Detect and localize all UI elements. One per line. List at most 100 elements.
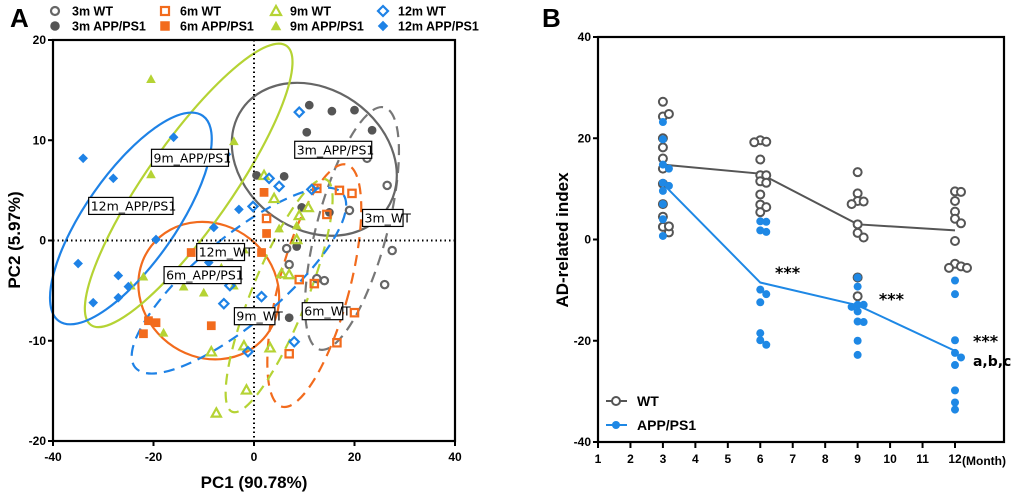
data-point <box>853 336 862 345</box>
legend-item-label: 6m APP/PS1 <box>180 20 254 34</box>
data-point <box>852 227 863 238</box>
x-tick-label: 5 <box>724 452 731 466</box>
data-point <box>319 275 330 286</box>
data-point <box>255 290 268 303</box>
data-point <box>755 170 766 181</box>
data-point <box>332 337 342 348</box>
mean-lines-b <box>662 163 956 352</box>
y-tick-label: 20 <box>578 131 592 145</box>
mean-line-wt <box>662 163 956 232</box>
data-point <box>664 164 673 173</box>
y-tick-label: -40 <box>574 435 592 449</box>
data-point <box>852 291 863 302</box>
data-point <box>267 191 281 204</box>
data-point <box>762 227 771 236</box>
group-label-box <box>301 302 344 321</box>
data-point <box>756 285 765 294</box>
group-label: 12m_APP/PS1 <box>91 198 177 213</box>
data-point <box>657 178 668 189</box>
data-point <box>379 279 390 290</box>
data-point <box>349 307 360 318</box>
data-point <box>950 258 960 269</box>
data-point <box>755 154 766 165</box>
data-point <box>853 300 862 309</box>
legend-item-label: 6m WT <box>180 5 221 19</box>
data-point <box>962 262 972 273</box>
legend-marker-square <box>160 21 170 31</box>
data-point <box>282 267 296 280</box>
data-point <box>859 318 868 327</box>
data-point <box>204 344 218 357</box>
x-tick-label: 6 <box>757 452 764 466</box>
x-axis-label-a: PC1 (90.78%) <box>201 473 308 492</box>
y-tick-label: 0 <box>584 233 591 247</box>
data-point <box>658 231 667 240</box>
group-label-box <box>150 148 230 167</box>
legend-marker <box>611 396 621 406</box>
data-point <box>951 405 959 414</box>
data-point <box>853 350 862 359</box>
data-point <box>178 281 189 291</box>
data-point <box>350 105 359 115</box>
data-point <box>847 302 856 311</box>
data-point <box>263 340 277 353</box>
data-point <box>663 108 674 119</box>
y-tick-label: -20 <box>29 434 47 448</box>
x-tick-label: 20 <box>348 450 362 464</box>
data-point <box>284 313 294 323</box>
data-point <box>957 353 965 362</box>
data-point <box>761 177 772 188</box>
data-point <box>658 178 667 187</box>
legend-marker-diamond <box>376 4 390 18</box>
data-point <box>344 205 355 216</box>
x-tick-label: 11 <box>916 452 929 466</box>
data-point <box>198 287 209 297</box>
data-point <box>151 318 161 328</box>
significance-letters: a,b,c <box>973 354 1011 370</box>
annotations-b: *** *** *** a,b,c <box>775 263 1011 370</box>
data-point <box>950 196 960 207</box>
group-label-box <box>294 140 373 159</box>
data-point <box>756 217 765 226</box>
group-label: 6m_WT <box>304 304 351 319</box>
data-point <box>334 185 345 196</box>
legend-item-label: 12m APP/PS1 <box>398 20 479 34</box>
data-point <box>657 133 668 144</box>
data-point <box>275 266 289 279</box>
data-point <box>950 213 960 224</box>
x-tick-label: 7 <box>789 452 796 466</box>
group-label: 6m_APP/PS1 <box>166 268 244 283</box>
x-tick-label: -40 <box>44 450 62 464</box>
data-point <box>658 186 667 195</box>
data-point <box>229 136 239 146</box>
data-point <box>749 137 760 148</box>
data-point <box>657 111 668 122</box>
data-point <box>950 186 960 197</box>
data-point <box>239 383 253 395</box>
data-point <box>756 298 765 307</box>
y-tick-label: 20 <box>33 33 47 47</box>
group-label-box <box>361 208 404 228</box>
legend-marker-triangle <box>270 20 282 31</box>
significance-stars: *** <box>973 332 999 351</box>
data-point <box>246 200 260 213</box>
data-point <box>664 181 673 190</box>
data-point <box>274 223 284 233</box>
legend-item-label: 9m WT <box>290 5 331 19</box>
data-point <box>113 292 124 303</box>
data-point <box>209 406 223 418</box>
data-point <box>327 106 337 116</box>
data-point <box>853 282 862 291</box>
data-point <box>113 270 124 281</box>
confidence-ellipse <box>137 220 281 361</box>
data-point <box>139 329 148 339</box>
x-tick-label: 12 <box>948 452 962 466</box>
data-point <box>272 180 286 193</box>
data-point <box>846 199 857 210</box>
data-point <box>852 219 863 230</box>
data-point <box>853 273 862 282</box>
plot-frame <box>51 38 457 443</box>
data-point <box>761 202 772 213</box>
data-point <box>755 176 766 187</box>
